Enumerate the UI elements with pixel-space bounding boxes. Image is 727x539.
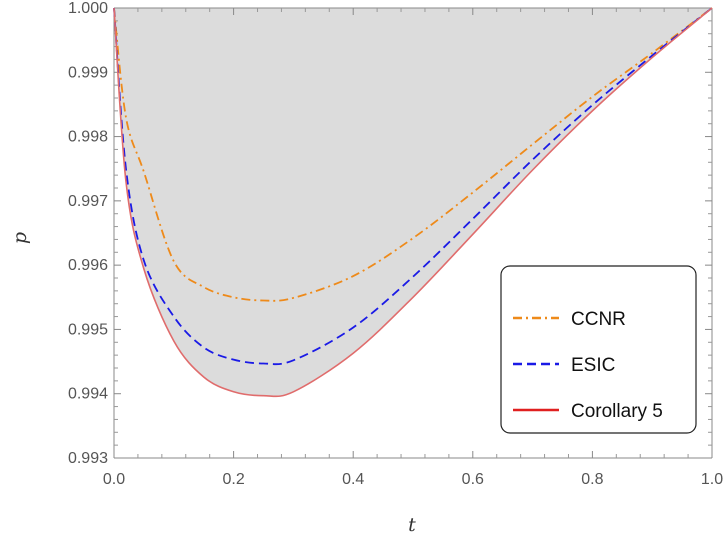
series-line-ccnr — [113, 7, 713, 302]
y-tick-label: 0.998 — [68, 129, 108, 146]
y-tick-label: 0.994 — [68, 386, 108, 403]
x-tick-label: 0.4 — [342, 471, 364, 488]
legend: CCNR ESIC Corollary 5 — [500, 265, 697, 434]
y-tick-label: 0.996 — [68, 257, 108, 274]
x-tick-label: 1.0 — [701, 471, 723, 488]
x-axis-ticks: 0.0 0.2 0.4 0.6 0.8 1.0 — [103, 8, 723, 488]
y-axis-title: p — [9, 232, 31, 244]
series-line-corollary-5 — [113, 7, 713, 398]
legend-label-ccnr: CCNR — [571, 309, 626, 330]
y-tick-label: 0.993 — [68, 450, 108, 467]
series-lines — [113, 7, 713, 398]
y-tick-label: 0.995 — [68, 321, 108, 338]
y-tick-label: 0.999 — [68, 64, 108, 81]
y-tick-label: 1.000 — [68, 0, 108, 17]
shaded-region-group — [114, 8, 712, 397]
x-tick-label: 0.0 — [103, 471, 125, 488]
legend-label-esic: ESIC — [571, 355, 615, 376]
plot-frame-group — [113, 7, 713, 459]
x-tick-label: 0.6 — [462, 471, 484, 488]
x-tick-label: 0.8 — [581, 471, 603, 488]
x-tick-label: 0.2 — [222, 471, 244, 488]
legend-box — [500, 265, 697, 434]
x-axis-title: t — [408, 514, 416, 536]
shaded-region — [114, 8, 712, 397]
y-tick-label: 0.997 — [68, 193, 108, 210]
series-line-esic — [113, 7, 713, 366]
legend-label-corollary-5: Corollary 5 — [571, 401, 663, 422]
